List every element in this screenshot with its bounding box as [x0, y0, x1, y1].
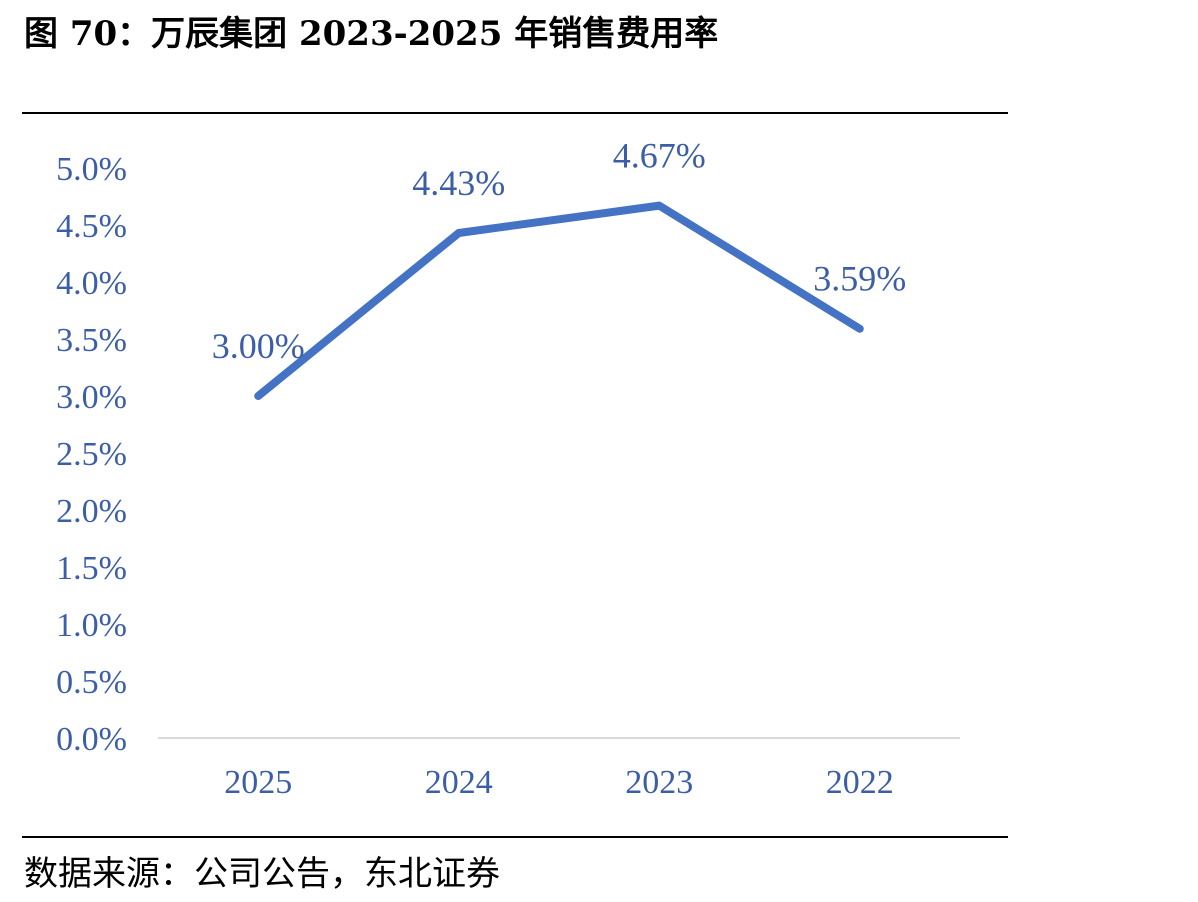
- data-label: 4.43%: [412, 163, 505, 203]
- series-line: [254, 201, 864, 400]
- y-tick-label: 2.5%: [56, 436, 127, 473]
- x-tick-label: 2022: [826, 764, 894, 801]
- y-tick-label: 4.5%: [56, 208, 127, 245]
- y-tick-label: 2.0%: [56, 493, 127, 530]
- x-axis-ticks: 2025 2024 2023 2022: [224, 764, 894, 801]
- top-rule: [22, 112, 1008, 114]
- y-tick-label: 3.5%: [56, 322, 127, 359]
- x-tick-label: 2025: [224, 764, 292, 801]
- y-tick-label: 0.0%: [56, 721, 127, 758]
- data-labels: 3.00% 4.43% 4.67% 3.59%: [212, 136, 907, 366]
- y-tick-label: 1.0%: [56, 607, 127, 644]
- chart-title: 图 70：万辰集团 2023-2025 年销售费用率: [24, 14, 719, 54]
- y-tick-label: 4.0%: [56, 265, 127, 302]
- source-note: 数据来源：公司公告，东北证券: [24, 854, 500, 894]
- data-label: 4.67%: [613, 136, 706, 176]
- data-label: 3.00%: [212, 326, 305, 366]
- y-tick-label: 5.0%: [56, 151, 127, 188]
- y-tick-label: 0.5%: [56, 664, 127, 701]
- data-label: 3.59%: [813, 259, 906, 299]
- bottom-rule: [22, 836, 1008, 838]
- x-tick-label: 2023: [625, 764, 693, 801]
- y-axis-ticks: 0.0% 0.5% 1.0% 1.5% 2.0% 2.5% 3.0% 3.5% 4.0% 4.5%…: [56, 151, 127, 758]
- y-tick-label: 1.5%: [56, 550, 127, 587]
- y-tick-label: 3.0%: [56, 379, 127, 416]
- x-tick-label: 2024: [425, 764, 493, 801]
